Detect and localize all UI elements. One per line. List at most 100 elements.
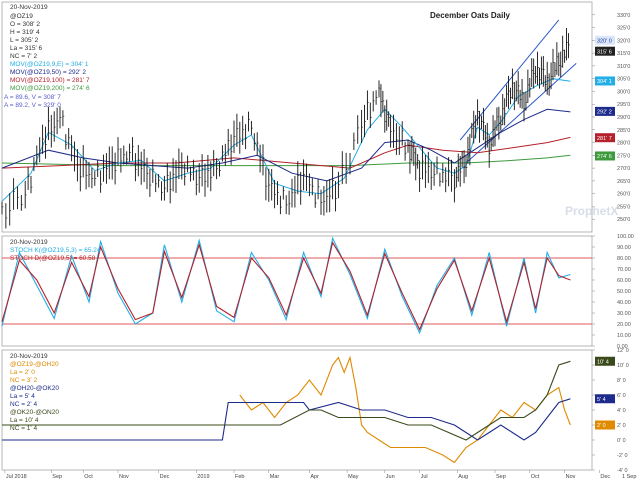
channel-line	[459, 19, 560, 141]
y-tick-label: 90.00	[617, 245, 631, 251]
price-bars	[1, 28, 570, 229]
x-axis: Jul 2018 Sep Oct Nov Dec 2019 Feb Mar Apr May Jun J…	[4, 470, 636, 480]
header-spread: @OK20-@ON20	[10, 409, 59, 416]
y-tick-label: 295'0	[617, 102, 630, 108]
header-date: 20-Nov-2019	[10, 353, 48, 360]
y-tick-label: 20.00	[617, 322, 631, 328]
value-badge	[595, 133, 615, 143]
x-tick-label: Sep	[496, 474, 506, 480]
header-spread: @OH20-@OK20	[10, 385, 59, 392]
y-tick-label: 12' 0	[617, 348, 629, 354]
value-badge-label: 2' 0	[597, 423, 606, 429]
y-tick-label: 2' 0	[617, 423, 626, 429]
y-tick-label: 330'0	[617, 13, 630, 19]
header-spread: NC = 1' 4	[10, 425, 37, 432]
y-tick-label: 10.00	[617, 333, 631, 339]
channel-line	[465, 62, 577, 164]
y-tick-label: 310'0	[617, 64, 630, 70]
value-badge-label: 274' 6	[597, 154, 612, 160]
header-date: 20-Nov-2019	[10, 239, 48, 246]
header-spread: La = 10' 4	[10, 417, 39, 424]
x-tick-label: Jul 2018	[6, 474, 27, 480]
y-tick-label: -2' 0	[617, 453, 628, 459]
y-tick-label: 0.00	[617, 344, 628, 350]
value-badge-label: 304' 1	[597, 79, 612, 85]
x-tick-label: Apr	[310, 474, 319, 480]
header-spread: @OZ19-@OH20	[10, 361, 59, 368]
header-spread: La = 5' 4	[10, 393, 35, 400]
x-tick-label: Feb	[235, 474, 244, 480]
x-tick-label: Jul	[421, 474, 428, 480]
value-badge-label: 315' 6	[597, 49, 612, 55]
watermark: ProphetX	[565, 204, 618, 218]
header-date: 20-Nov-2019	[10, 4, 48, 11]
y-tick-label: 10' 0	[617, 363, 629, 369]
y-tick-label: 30.00	[617, 311, 631, 317]
series-stoch-d	[1, 241, 571, 331]
y-tick-label: 315'0	[617, 51, 630, 57]
y-tick-label: 270'0	[617, 166, 630, 172]
x-tick-label: Oct	[531, 474, 540, 480]
series--oh20-ok20	[2, 398, 571, 441]
series--ok20-on20	[2, 360, 571, 441]
x-tick-label: Nov	[119, 474, 129, 480]
y-tick-label: 260'0	[617, 192, 630, 198]
header-ohlc: H = 319' 4	[10, 29, 40, 36]
header-ohlc: L = 305' 2	[10, 37, 39, 44]
panels: 250'0 255'0 260'0 265'0 270'0 275'0 280'0 285'0…	[1, 1, 634, 474]
y-tick-label: 50.00	[617, 289, 631, 295]
value-badges: 320' 0 315' 6 304' 1 292' 2 281' 7 274' 6	[595, 35, 615, 161]
header-extra: A = 89.2, V = 329' 0	[4, 102, 61, 109]
header-stoch: STOCH K(@OZ19,5,3) = 65.24	[10, 247, 101, 254]
header-symbol: @OZ19	[10, 13, 33, 20]
x-tick-label: Mar	[270, 474, 280, 480]
value-badge	[595, 420, 615, 430]
series--oz19-oh20	[239, 355, 571, 464]
panel-spreads: -4' 0 -2' 0 0' 0 2' 0 4' 0 6' 0 8' 0 10' 0 12' 0…	[1, 348, 629, 474]
header-spread: NC = 3' 2	[10, 377, 37, 384]
y-tick-label: 265'0	[617, 179, 630, 185]
y-axis: 250'0 255'0 260'0 265'0 270'0 275'0 280'0 285'0…	[592, 13, 630, 223]
ma100-line	[1, 136, 571, 169]
chart-title: December Oats Daily	[430, 11, 511, 20]
header-ohlc: La = 315' 6	[10, 45, 43, 52]
y-tick-label: 8' 0	[617, 378, 626, 384]
y-tick-label: 280'0	[617, 141, 630, 147]
y-tick-label: 305'0	[617, 77, 630, 83]
y-tick-label: 100.00	[617, 234, 634, 240]
x-tick-label: Oct	[84, 474, 93, 480]
y-tick-label: 325'0	[617, 26, 630, 32]
y-tick-label: 60.00	[617, 278, 631, 284]
y-tick-label: 70.00	[617, 267, 631, 273]
value-badge	[595, 151, 615, 161]
x-tick-label: Dec	[600, 474, 610, 480]
panel-price: 250'0 255'0 260'0 265'0 270'0 275'0 280'0 285'0…	[1, 1, 630, 233]
panel-stochastic: 0.00 10.00 20.00 30.00 40.00 50.00 60.00 70.00 8…	[1, 234, 634, 350]
y-tick-label: 40.00	[617, 300, 631, 306]
value-badges: 10' 4 5' 4 2' 0	[595, 356, 615, 430]
y-tick-label: 275'0	[617, 153, 630, 159]
y-tick-label: -4' 0	[617, 468, 628, 474]
x-tick-label: Nov	[566, 474, 576, 480]
value-badge	[595, 76, 615, 86]
y-tick-label: 300'0	[617, 89, 630, 95]
header-ma: MOV(@OZ19,200) = 274' 6	[10, 85, 90, 92]
value-badge-label: 281' 7	[597, 136, 612, 142]
value-badge-label: 10' 4	[597, 359, 609, 365]
header-extra: A = 89.6, V = 308' 7	[4, 94, 61, 101]
header-ma: MOV(@OZ19,9,E) = 304' 1	[10, 61, 89, 68]
y-tick-label: 285'0	[617, 128, 630, 134]
value-badge	[595, 356, 615, 366]
x-tick-label: Jun	[386, 474, 395, 480]
y-axis: 0.00 10.00 20.00 30.00 40.00 50.00 60.00 70.00 8…	[592, 234, 634, 350]
x-tick-label: May	[348, 474, 359, 480]
header-spread: NC = 2' 4	[10, 401, 37, 408]
header-spread: La = 2' 0	[10, 369, 35, 376]
header-ma: MOV(@OZ19,50) = 292' 2	[10, 69, 86, 76]
value-badge-label: 292' 2	[597, 110, 612, 116]
header-stoch: STOCH D(@OZ19,5) = 60.58	[10, 255, 96, 262]
value-badge	[595, 106, 615, 116]
